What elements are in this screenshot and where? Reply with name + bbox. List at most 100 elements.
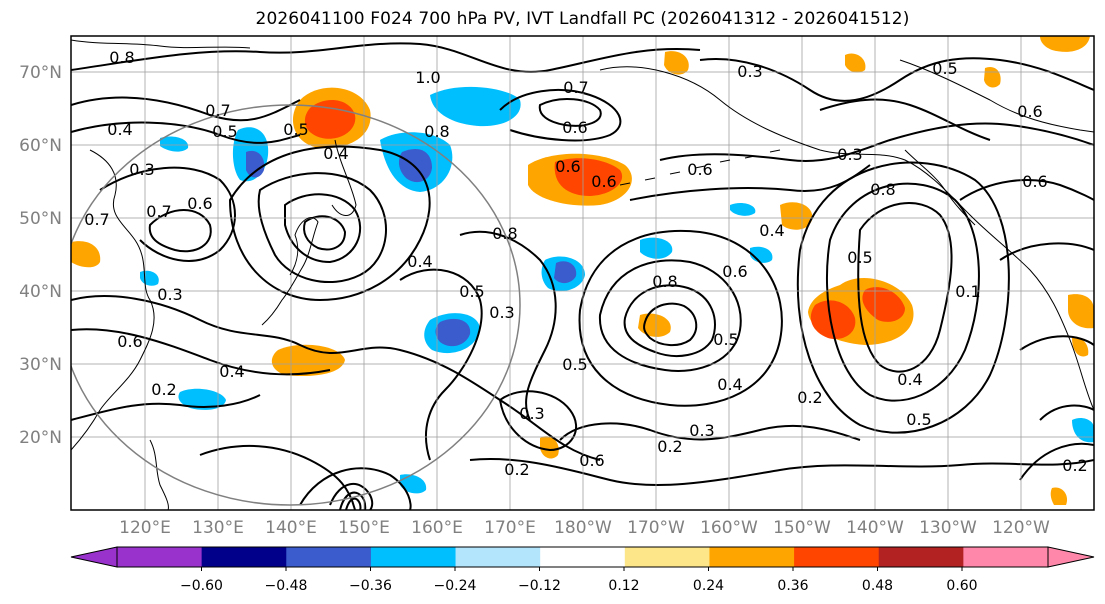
- pv-shade-blue: [435, 318, 471, 347]
- contour-label: 0.4: [407, 252, 432, 271]
- pv-shade-blue: [246, 150, 265, 178]
- contour-line: [623, 284, 716, 357]
- pv-shade-blue: [554, 261, 577, 284]
- lat-label: 20°N: [19, 428, 62, 448]
- lat-label: 50°N: [19, 209, 62, 229]
- contour-label: 0.1: [955, 282, 980, 301]
- map-area: 0.8 1.0 0.7 0.7 0.5 0.4 0.5 0.8 0.4 0.6 0.3 0.6 0.6 0…: [71, 36, 1094, 510]
- colorbar-swatch: [794, 547, 880, 567]
- contour-line: [71, 42, 701, 73]
- contour-label: 0.7: [146, 202, 171, 221]
- contour-line: [598, 259, 742, 372]
- contour-line: [284, 193, 361, 264]
- contour-label: 0.6: [722, 262, 747, 281]
- contour-label: 0.6: [591, 172, 616, 191]
- graticule: [71, 36, 1094, 510]
- contour-line: [303, 215, 347, 251]
- contour-label: 0.6: [579, 451, 604, 470]
- pv-shade-orange: [845, 53, 866, 73]
- contour-label: 0.5: [906, 410, 931, 429]
- colorbar-tick-label: 0.24: [693, 578, 724, 594]
- pv-shade-lightblue: [430, 86, 521, 127]
- contour-label: 0.6: [187, 194, 212, 213]
- contour-label: 0.8: [109, 48, 134, 67]
- lon-label: 130°E: [192, 518, 244, 538]
- colorbar-tick-label: 0.48: [862, 578, 893, 594]
- coastlines: [71, 39, 1094, 510]
- contour-label: 0.7: [84, 210, 109, 229]
- coastline-alaska: [599, 66, 1094, 411]
- contour-line: [199, 445, 356, 510]
- colorbar-swatch: [709, 547, 795, 567]
- contour-line: [71, 121, 301, 144]
- contour-line: [71, 328, 331, 376]
- contour-line: [148, 209, 212, 253]
- contour-line: [959, 179, 1094, 201]
- colorbar-tick-labels: −0.60 −0.48 −0.36 −0.24 −0.12 0.12 0.24 0.36 0.4…: [180, 567, 978, 594]
- map-frame: [70, 35, 1095, 511]
- lat-label: 40°N: [19, 282, 62, 302]
- lon-label: 160°W: [700, 518, 758, 538]
- contour-line: [499, 89, 622, 142]
- pv-shade-orange: [71, 241, 101, 268]
- contour-line: [796, 161, 1010, 434]
- contour-label: 0.3: [689, 421, 714, 440]
- pv-shading: [71, 36, 1094, 505]
- lon-label: 170°E: [484, 518, 536, 538]
- lon-label: 140°W: [846, 518, 904, 538]
- contour-label: 0.2: [797, 388, 822, 407]
- coastline-japan: [261, 217, 319, 326]
- contour-line: [1019, 335, 1094, 351]
- pv-shade-lightblue: [140, 270, 159, 286]
- colorbar-swatch: [455, 547, 541, 567]
- colorbar-swatch: [624, 547, 710, 567]
- colorbar-extend-max: [1047, 546, 1095, 568]
- contour-line: [559, 422, 861, 441]
- contour-label: 0.8: [424, 122, 449, 141]
- pv-shade-lightblue: [730, 202, 756, 216]
- pv-shade-lightblue: [178, 388, 226, 410]
- contour-label: 0.3: [737, 62, 762, 81]
- contour-label: 1.0: [415, 68, 440, 87]
- contour-line: [329, 482, 374, 510]
- pv-shade-orange: [1040, 36, 1090, 52]
- contour-line: [819, 98, 991, 141]
- contour-line: [71, 394, 261, 421]
- contour-label: 0.3: [489, 303, 514, 322]
- pv-shade-orange: [540, 436, 559, 459]
- contour-label: 0.7: [205, 101, 230, 120]
- lon-label: 150°W: [773, 518, 831, 538]
- colorbar-tick-label: −0.24: [434, 578, 477, 594]
- lon-label: 130°W: [919, 518, 977, 538]
- pv-shade-orange: [664, 51, 689, 75]
- colorbar: [70, 546, 1095, 568]
- pv-shade-orange: [638, 313, 671, 337]
- colorbar-swatch: [963, 547, 1049, 567]
- colorbar-swatch: [878, 547, 964, 567]
- colorbar-swatch: [370, 547, 457, 567]
- lat-label: 30°N: [19, 355, 62, 375]
- contour-line: [578, 229, 783, 407]
- contour-label: 0.6: [687, 160, 712, 179]
- pv-shade-red: [554, 158, 623, 196]
- colorbar-tick-label: −0.48: [265, 578, 308, 594]
- lon-label: 160°E: [411, 518, 463, 538]
- coastline-kamchatka: [331, 139, 357, 216]
- contour-line: [1039, 404, 1094, 421]
- contour-label: 0.6: [1017, 102, 1042, 121]
- contour-line: [629, 164, 871, 201]
- pv-shade-lightblue: [400, 474, 427, 494]
- pv-shade-lightblue: [1072, 417, 1094, 443]
- colorbar-extend-min: [70, 546, 118, 568]
- lat-label: 60°N: [19, 136, 62, 156]
- colorbar-tick-label: 0.36: [777, 578, 808, 594]
- contour-line: [469, 458, 1094, 487]
- contour-label: 0.4: [897, 370, 922, 389]
- contour-label: 0.8: [870, 180, 895, 199]
- coastline-bc: [904, 149, 976, 226]
- contour-line: [71, 295, 601, 461]
- coastline-canada: [899, 59, 1094, 133]
- contour-label: 0.4: [219, 362, 244, 381]
- contour-labels: 0.8 1.0 0.7 0.7 0.5 0.4 0.5 0.8 0.4 0.6 0.3 0.6 0.6 0…: [84, 48, 1087, 479]
